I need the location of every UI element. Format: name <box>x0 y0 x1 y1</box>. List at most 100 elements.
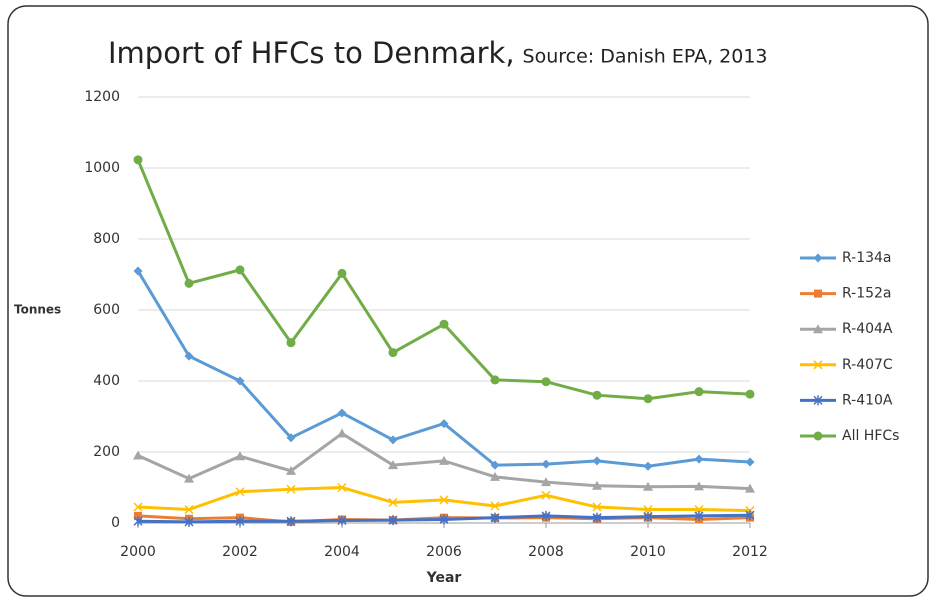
x-tick-label: 2010 <box>630 544 666 560</box>
legend-label: R-407C <box>842 357 893 373</box>
series <box>133 510 755 527</box>
marker <box>490 471 500 481</box>
marker <box>745 483 755 493</box>
y-tick-label: 400 <box>93 373 120 389</box>
marker <box>235 451 245 461</box>
marker <box>439 455 449 465</box>
marker <box>184 278 194 288</box>
marker <box>133 266 143 276</box>
marker <box>813 253 823 263</box>
marker <box>643 481 653 491</box>
marker <box>388 435 398 445</box>
marker <box>388 460 398 470</box>
marker <box>133 516 143 527</box>
marker <box>592 502 602 512</box>
marker <box>490 512 500 523</box>
legend-label: R-410A <box>842 392 893 408</box>
x-axis-label: Year <box>426 570 462 586</box>
marker <box>286 338 296 348</box>
marker <box>813 395 823 406</box>
marker <box>439 514 449 525</box>
marker <box>592 512 602 523</box>
marker <box>235 265 245 275</box>
marker <box>337 268 347 278</box>
chart-title: Import of HFCs to Denmark, <box>108 36 515 70</box>
marker <box>541 477 551 487</box>
marker <box>541 490 551 500</box>
marker <box>235 376 245 386</box>
marker <box>388 348 398 358</box>
marker <box>694 454 704 464</box>
marker <box>235 487 245 497</box>
marker <box>286 484 296 494</box>
series <box>133 428 755 493</box>
series <box>133 155 755 404</box>
legend-label: All HFCs <box>842 428 899 444</box>
marker <box>286 433 296 443</box>
marker <box>813 324 823 334</box>
marker <box>184 504 194 515</box>
y-tick-label: 600 <box>93 302 120 318</box>
x-tick-label: 2006 <box>426 544 462 560</box>
x-tick-label: 2000 <box>120 544 156 560</box>
marker <box>235 516 245 527</box>
marker <box>745 457 755 467</box>
y-tick-label: 200 <box>93 444 120 460</box>
y-tick-label: 1000 <box>84 160 120 176</box>
marker <box>388 497 398 507</box>
marker <box>745 510 755 521</box>
marker <box>813 360 823 370</box>
marker <box>643 394 653 404</box>
marker <box>286 516 296 527</box>
marker <box>133 502 143 512</box>
legend-label: R-134a <box>842 250 892 266</box>
x-tick-label: 2012 <box>732 544 768 560</box>
marker <box>490 501 500 511</box>
marker <box>133 450 143 460</box>
marker <box>813 431 823 441</box>
marker <box>490 375 500 385</box>
marker <box>337 482 347 493</box>
marker <box>745 389 755 399</box>
marker <box>439 319 449 329</box>
marker <box>541 377 551 387</box>
chart-subtitle: Source: Danish EPA, 2013 <box>523 46 768 68</box>
marker <box>337 515 347 526</box>
marker <box>541 459 551 469</box>
y-tick-label: 800 <box>93 231 120 247</box>
marker <box>592 480 602 490</box>
marker <box>643 461 653 471</box>
x-tick-label: 2004 <box>324 544 360 560</box>
marker <box>643 504 653 515</box>
marker <box>490 460 500 470</box>
marker <box>694 510 704 521</box>
marker <box>184 473 194 483</box>
x-tick-label: 2008 <box>528 544 564 560</box>
legend-label: R-404A <box>842 321 893 337</box>
legend-label: R-152a <box>842 286 892 302</box>
marker <box>643 511 653 522</box>
y-axis-label: Tonnes <box>14 303 61 317</box>
frame <box>7 5 929 597</box>
marker <box>814 289 822 298</box>
marker <box>184 351 194 361</box>
marker <box>337 428 347 438</box>
marker <box>439 495 449 505</box>
marker <box>337 408 347 418</box>
marker <box>184 516 194 527</box>
marker <box>694 481 704 491</box>
series <box>133 482 755 516</box>
marker <box>592 456 602 466</box>
series <box>133 266 755 471</box>
marker <box>134 511 142 520</box>
marker <box>592 390 602 400</box>
marker <box>388 515 398 526</box>
y-tick-label: 1200 <box>84 89 120 105</box>
x-tick-label: 2002 <box>222 544 258 560</box>
y-tick-label: 0 <box>111 515 120 531</box>
marker <box>541 510 551 521</box>
marker <box>439 419 449 429</box>
marker <box>694 387 704 397</box>
marker <box>286 465 296 475</box>
